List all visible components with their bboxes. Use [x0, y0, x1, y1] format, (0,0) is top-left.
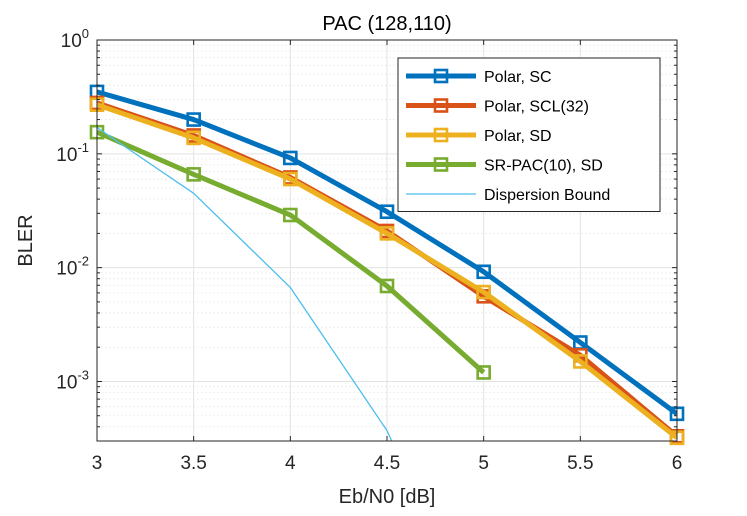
x-tick-labels: 3 3.5 4 4.5 5 5.5 6: [92, 453, 683, 474]
legend-item: Polar, SC: [406, 68, 552, 86]
legend-item: Polar, SD: [406, 127, 552, 145]
data-point: [379, 204, 395, 220]
y-tick-label: 100: [61, 26, 89, 52]
legend-item: Polar, SCL(32): [406, 98, 589, 116]
data-point: [476, 365, 491, 380]
series-line: [97, 129, 486, 375]
legend-swatch-marker: [433, 127, 449, 143]
data-point: [476, 284, 491, 300]
data-point: [379, 278, 395, 294]
tick-marks: [96, 40, 678, 442]
data-point: [283, 171, 298, 187]
x-axis-title: Eb/N0 [dB]: [339, 486, 436, 508]
y-tick-labels: 100 10-1 10-2 10-3: [56, 26, 89, 393]
legend-label: Polar, SCL(32): [484, 99, 589, 116]
chart-title: PAC (128,110): [322, 13, 451, 35]
legend-item: Dispersion Bound: [406, 187, 610, 204]
x-tick-label: 3.5: [180, 453, 206, 474]
x-tick-label: 6: [672, 453, 683, 474]
data-point: [573, 354, 588, 369]
series-Polar, SD: [89, 97, 685, 446]
x-tick-label: 4: [285, 453, 296, 474]
series-layer: [89, 84, 685, 446]
data-point: [283, 207, 298, 223]
legend-item: SR-PAC(10), SD: [406, 157, 603, 175]
y-tick-label: 10-1: [56, 140, 89, 166]
y-axis-title: BLER: [15, 214, 37, 266]
series-line: [97, 89, 677, 416]
series-SR-PAC(10), SD: [89, 124, 491, 380]
x-tick-label: 3: [92, 453, 103, 474]
legend: Polar, SC Polar, SCL(32) Polar, SD SR-PAC(1…: [397, 57, 661, 212]
legend-label: Dispersion Bound: [484, 187, 610, 204]
legend-swatch-marker: [433, 157, 449, 172]
x-tick-label: 5: [478, 453, 489, 474]
data-point: [186, 167, 201, 182]
y-tick-label: 10-3: [56, 367, 89, 393]
data-point: [186, 130, 201, 146]
x-tick-label: 5.5: [567, 453, 593, 474]
data-point: [379, 226, 395, 241]
x-tick-label: 4.5: [374, 453, 400, 474]
y-tick-label: 10-2: [56, 254, 89, 280]
legend-swatch-marker: [433, 68, 449, 84]
series-line: [97, 127, 393, 441]
data-point: [476, 264, 491, 280]
data-point: [283, 150, 298, 166]
legend-label: Polar, SD: [484, 128, 552, 145]
legend-label: SR-PAC(10), SD: [484, 158, 603, 175]
legend-swatch-marker: [433, 98, 449, 113]
series-line: [97, 102, 677, 440]
series-Dispersion Bound: [97, 127, 393, 441]
legend-label: Polar, SC: [484, 69, 552, 86]
data-point: [186, 112, 201, 127]
